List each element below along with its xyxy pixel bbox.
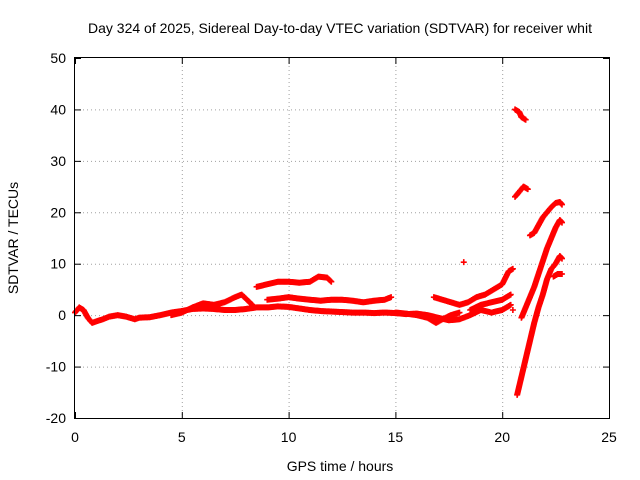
data-point: [559, 219, 566, 226]
y-tick-label: 20: [50, 204, 66, 220]
series-late-mid-arc: [512, 183, 531, 200]
data-point: [456, 309, 463, 316]
x-tick-label: 25: [601, 429, 617, 445]
series-midday-upper: [253, 273, 335, 290]
data-point: [524, 186, 531, 193]
series-evening-upper: [430, 265, 516, 308]
y-tick-label: 40: [50, 101, 66, 117]
data-series: [72, 106, 566, 398]
data-point: [328, 278, 335, 285]
y-tick-label: 50: [50, 50, 66, 66]
series-late-steep-low: [514, 253, 566, 398]
y-tick-label: -20: [46, 410, 66, 426]
series-evening-low: [392, 309, 463, 326]
series-evening-mid: [467, 291, 514, 313]
y-tick-label: 10: [50, 256, 66, 272]
data-point: [249, 301, 256, 308]
grid-lines: [75, 58, 609, 418]
x-axis-label: GPS time / hours: [287, 458, 394, 474]
data-point: [509, 265, 516, 272]
data-point: [460, 259, 467, 266]
x-tick-label: 20: [494, 429, 510, 445]
chart-title: Day 324 of 2025, Sidereal Day-to-day VTE…: [88, 20, 592, 36]
data-point: [388, 294, 395, 301]
axis-ticks: -20 -10 0 10 20 30 40 50 0 5 10 15 20 25: [46, 50, 617, 445]
data-point: [507, 301, 514, 308]
series-midday-mid: [264, 294, 395, 306]
series-outlier: [460, 259, 516, 313]
data-point: [559, 255, 566, 262]
x-tick-label: 5: [178, 429, 186, 445]
series-late-top: [512, 106, 529, 123]
y-axis-label: SDTVAR / TECUs: [5, 182, 21, 294]
x-tick-label: 15: [388, 429, 404, 445]
y-tick-label: 30: [50, 153, 66, 169]
data-point: [559, 271, 566, 277]
data-point: [327, 277, 334, 284]
y-tick-label: 0: [58, 307, 66, 323]
x-tick-label: 10: [281, 429, 297, 445]
data-point: [559, 201, 566, 208]
data-point: [522, 116, 529, 123]
series-late-lower-arc: [550, 271, 566, 280]
data-point: [509, 307, 516, 313]
series-morning-rise: [168, 291, 256, 319]
series-late-steep-mid: [518, 217, 566, 321]
plot-area-border: [74, 57, 610, 419]
series-late-steep-high: [526, 199, 566, 239]
y-tick-label: -10: [46, 359, 66, 375]
x-tick-label: 0: [71, 429, 79, 445]
data-point: [507, 291, 514, 298]
